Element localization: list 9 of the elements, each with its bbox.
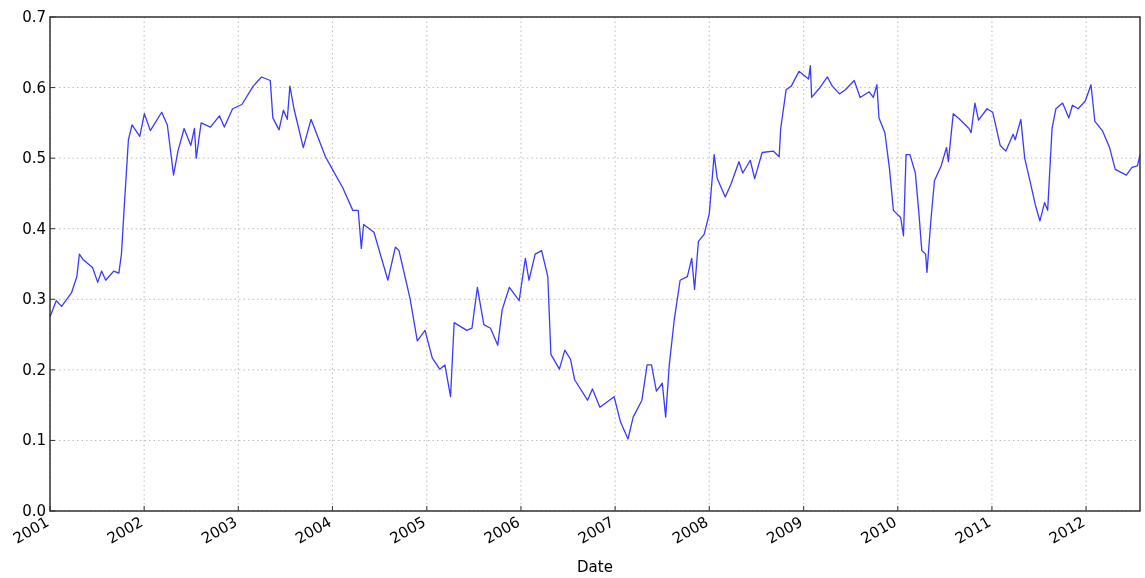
y-tick-label: 0.7 (22, 8, 46, 26)
y-tick-label: 0.5 (22, 149, 46, 168)
y-tick-label: 0.6 (22, 78, 46, 97)
y-tick-label: 0.1 (22, 431, 46, 450)
x-axis-title: Date (577, 558, 613, 576)
y-tick-label: 0.4 (22, 219, 46, 238)
line-series (49, 65, 1141, 440)
y-tick-label: 0.3 (22, 290, 46, 309)
y-tick-label: 0.2 (22, 360, 46, 379)
